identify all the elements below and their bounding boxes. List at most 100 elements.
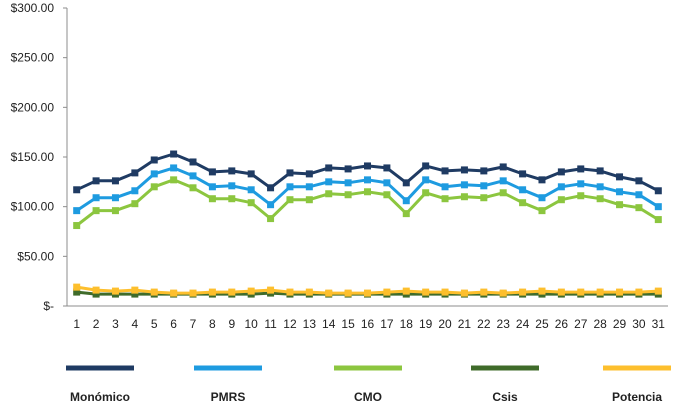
legend-label: Monómico [70,390,130,404]
data-point-monomico [325,164,332,171]
data-point-cmo [538,207,545,214]
data-point-cmo [267,215,274,222]
x-tick-label: 30 [632,317,646,331]
data-point-cmo [325,190,332,197]
x-tick-label: 24 [516,317,530,331]
data-point-monomico [364,162,371,169]
data-point-cmo [577,192,584,199]
data-point-monomico [461,166,468,173]
data-point-monomico [597,167,604,174]
data-point-cmo [170,176,177,183]
legend-label: Csis [492,390,518,404]
data-point-pmrs [112,194,119,201]
x-tick-label: 4 [132,317,139,331]
x-tick-label: 2 [93,317,100,331]
data-point-potencia [267,287,274,294]
chart: $-$50.00$100.00$150.00$200.00$250.00$300… [0,0,682,420]
data-point-monomico [93,177,100,184]
legend-item-monomico: Monómico [66,368,134,404]
data-point-potencia [577,289,584,296]
data-point-cmo [131,200,138,207]
x-tick-label: 29 [613,317,627,331]
data-point-pmrs [403,197,410,204]
x-tick-label: 11 [264,317,277,331]
data-point-potencia [345,290,352,297]
data-point-pmrs [151,170,158,177]
x-tick-label: 18 [400,317,414,331]
data-point-monomico [286,169,293,176]
data-point-potencia [500,290,507,297]
data-point-pmrs [93,194,100,201]
data-point-potencia [151,289,158,296]
x-tick-label: 23 [497,317,511,331]
data-point-pmrs [597,183,604,190]
data-point-potencia [325,290,332,297]
data-point-pmrs [519,186,526,193]
data-point-pmrs [461,181,468,188]
data-point-cmo [73,222,80,229]
x-tick-label: 20 [438,317,452,331]
data-point-pmrs [635,191,642,198]
x-tick-label: 12 [283,317,297,331]
data-point-cmo [403,210,410,217]
data-point-cmo [364,188,371,195]
data-point-pmrs [480,182,487,189]
x-tick-label: 14 [322,317,336,331]
data-point-cmo [112,207,119,214]
data-point-pmrs [442,183,449,190]
data-point-potencia [480,289,487,296]
data-point-cmo [635,204,642,211]
data-point-pmrs [655,203,662,210]
legend-label: PMRS [211,390,246,404]
data-point-potencia [306,289,313,296]
data-point-monomico [345,165,352,172]
x-tick-label: 13 [303,317,317,331]
data-point-pmrs [500,177,507,184]
data-point-cmo [209,195,216,202]
data-point-monomico [383,164,390,171]
data-point-cmo [345,191,352,198]
data-point-monomico [267,184,274,191]
data-point-pmrs [228,182,235,189]
data-point-pmrs [248,186,255,193]
x-tick-label: 16 [361,317,375,331]
data-point-cmo [228,195,235,202]
data-point-pmrs [170,164,177,171]
data-point-monomico [131,169,138,176]
x-tick-label: 22 [477,317,491,331]
data-point-cmo [383,191,390,198]
data-point-cmo [248,199,255,206]
data-point-pmrs [558,183,565,190]
data-point-monomico [151,156,158,163]
y-tick-label: $150.00 [11,150,55,164]
data-point-monomico [422,162,429,169]
chart-legend: Monómico PMRS CMO Csis Potencia [66,368,671,404]
data-point-monomico [228,167,235,174]
data-point-cmo [480,194,487,201]
legend-label: Potencia [612,390,662,404]
data-point-potencia [73,284,80,291]
data-point-pmrs [577,180,584,187]
data-point-cmo [442,195,449,202]
data-point-monomico [635,177,642,184]
data-point-monomico [558,168,565,175]
data-point-potencia [538,288,545,295]
y-tick-label: $50.00 [17,249,54,263]
data-point-cmo [500,189,507,196]
data-point-monomico [519,170,526,177]
data-point-pmrs [209,183,216,190]
x-tick-label: 27 [574,317,588,331]
data-point-potencia [364,290,371,297]
data-point-pmrs [73,207,80,214]
data-point-pmrs [131,187,138,194]
data-point-pmrs [364,176,371,183]
x-tick-label: 26 [555,317,569,331]
data-point-potencia [93,287,100,294]
x-tick-label: 17 [380,317,394,331]
data-point-pmrs [190,172,197,179]
data-point-monomico [306,170,313,177]
x-tick-label: 5 [151,317,158,331]
x-tick-label: 1 [73,317,80,331]
data-point-potencia [286,289,293,296]
data-point-cmo [558,196,565,203]
